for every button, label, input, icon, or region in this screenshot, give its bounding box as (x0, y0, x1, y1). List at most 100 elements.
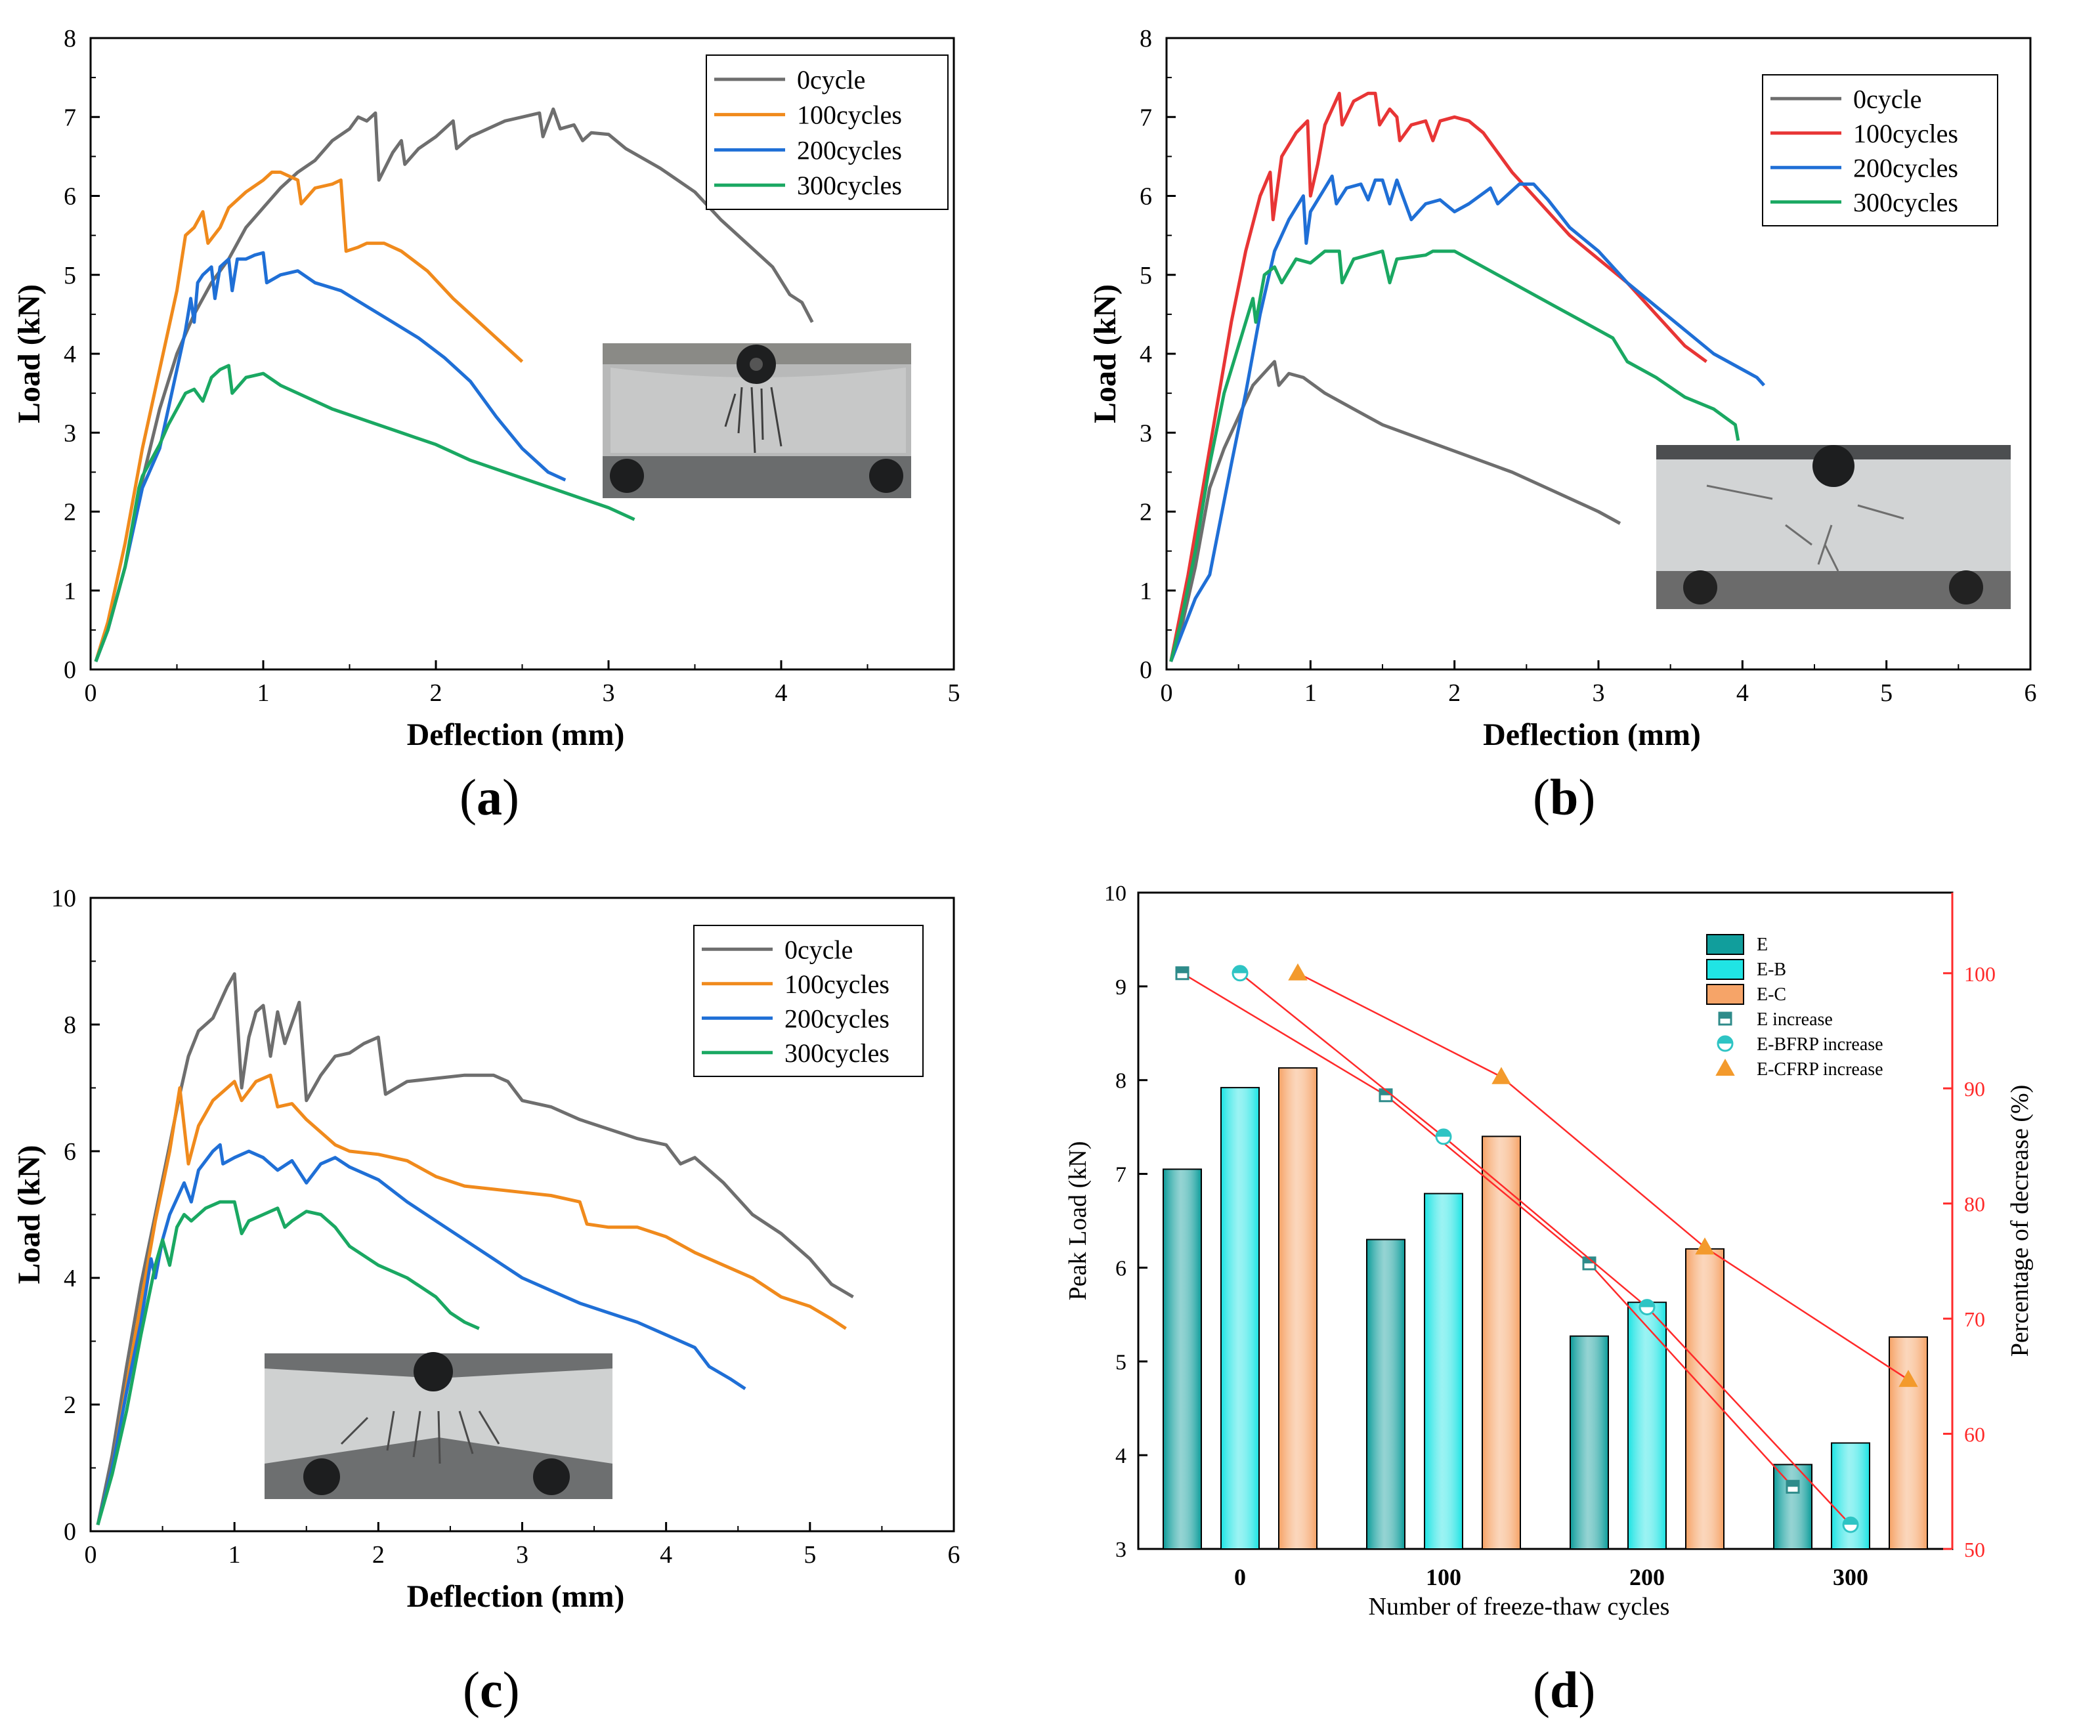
y-tick-label: 6 (1115, 1256, 1126, 1281)
legend-label: 300cycles (784, 1038, 889, 1068)
marker-E increase-fill (1787, 1481, 1799, 1487)
caption-d: (d) (1533, 1661, 1596, 1718)
y-axis-label: Load (kN) (12, 284, 47, 423)
x-tick-label: 1 (228, 1541, 241, 1569)
legend-swatch (1706, 984, 1744, 1005)
x-tick-label: 2 (1448, 679, 1461, 707)
y-tick-label: 5 (64, 262, 76, 289)
marker-E-CFRP increase (1695, 1237, 1715, 1255)
marker-E-CFRP increase (1288, 963, 1308, 981)
y-tick-label: 8 (64, 25, 76, 53)
caption-b: (b) (1533, 769, 1596, 826)
y-tick-label: 6 (1140, 183, 1152, 211)
y2-tick-label: 80 (1964, 1193, 1985, 1216)
legend-label: 0cycle (784, 935, 853, 964)
caption-c: (c) (463, 1661, 520, 1718)
y2-tick-label: 90 (1964, 1077, 1985, 1101)
x-tick-label: 100 (1426, 1564, 1461, 1590)
y-tick-label: 10 (51, 885, 76, 912)
y-tick-label: 0 (64, 1518, 76, 1546)
legend-label: 100cycles (1853, 119, 1958, 148)
x-tick-label: 5 (1880, 679, 1893, 707)
series-line-100cycles (94, 170, 524, 662)
legend-label: 300cycles (1853, 188, 1958, 217)
legend-label: 0cycle (797, 65, 865, 95)
y-tick-label: 7 (1115, 1163, 1126, 1187)
y-tick-label: 4 (1115, 1444, 1126, 1468)
y-tick-label: 7 (1140, 104, 1152, 131)
bar-shading (1367, 1240, 1404, 1548)
y-tick-label: 3 (1140, 419, 1152, 447)
legend-label: E increase (1757, 1009, 1833, 1030)
series-line-200cycles (96, 1143, 746, 1525)
x-tick-label: 300 (1833, 1564, 1868, 1590)
x-axis-label: Deflection (mm) (1483, 717, 1701, 752)
marker-E-BFRP increase-fill (1843, 1517, 1858, 1525)
y-tick-label: 7 (64, 104, 76, 131)
line-E-BFRP increase (1239, 972, 1851, 1526)
panel-a-plot-area: 0 1 2 3 4 5 0 1 2 3 4 5 6 7 8 Deflection (mm) Load (kN) (12, 25, 960, 752)
y-tick-label: 4 (1140, 341, 1152, 368)
series-line-300cycles (96, 1200, 480, 1525)
line-E increase (1182, 972, 1793, 1488)
series-line-200cycles (94, 251, 567, 662)
x-tick-label: 0 (85, 679, 97, 707)
panel-c-chart: 0 1 2 3 4 5 6 0 2 4 6 8 10 Deflection (mm) Load (kN) 0… (12, 885, 960, 1614)
legend-label: 200cycles (784, 1004, 889, 1033)
x-tick-label: 200 (1629, 1564, 1665, 1590)
legend-swatch-fill (1719, 1013, 1731, 1019)
y2-tick-label: 70 (1964, 1307, 1985, 1331)
legend-label: 300cycles (797, 171, 902, 200)
bar-shading (1686, 1249, 1723, 1548)
panel-b-legend: 0cycle 100cycles 200cycles 300cycles (1762, 74, 1998, 226)
y2-axis-label: Percentage of decrease (%) (2006, 1085, 2034, 1357)
marker-E-CFRP increase (1491, 1067, 1511, 1084)
panel-a-legend: 0cycle 100cycles 200cycles 300cycles (706, 54, 949, 210)
x-tick-label: 3 (1593, 679, 1605, 707)
legend-label: 100cycles (784, 969, 889, 999)
x-tick-label: 5 (948, 679, 960, 707)
legend-label: E-C (1757, 984, 1786, 1005)
x-tick-label: 3 (603, 679, 615, 707)
bar-shading (1279, 1069, 1316, 1548)
x-tick-label: 2 (430, 679, 442, 707)
legend-label: E-CFRP increase (1757, 1059, 1883, 1080)
legend-swatch-fill (1718, 1036, 1732, 1044)
line-E-CFRP increase (1297, 972, 1909, 1381)
panel-c-plot-area: 0 1 2 3 4 5 6 0 2 4 6 8 10 Deflection (mm) Load (kN) (12, 885, 960, 1614)
panel-d-chart: 3 4 5 6 7 8 9 10 50 60 70 80 90 100 0 100 200 300 Number o… (1064, 881, 2034, 1620)
x-tick-label: 2 (372, 1541, 385, 1569)
y-tick-label: 5 (1140, 262, 1152, 289)
legend-label: 200cycles (797, 135, 902, 165)
x-tick-label: 4 (660, 1541, 672, 1569)
series-line-0cycle (96, 972, 854, 1525)
bar-shading (1425, 1194, 1462, 1548)
y-tick-label: 4 (64, 1265, 76, 1292)
y2-tick-label: 50 (1964, 1538, 1985, 1561)
marker-E increase-fill (1583, 1257, 1595, 1263)
y-tick-label: 2 (1140, 499, 1152, 526)
y2-tick-label: 100 (1964, 962, 1996, 986)
y-axis-label: Load (kN) (12, 1145, 47, 1284)
y-tick-label: 8 (1140, 25, 1152, 53)
legend-label: E (1757, 935, 1768, 955)
legend-label: 0cycle (1853, 84, 1921, 114)
y-tick-label: 3 (64, 419, 76, 447)
x-tick-label: 5 (804, 1541, 816, 1569)
legend-swatch (1706, 959, 1744, 980)
y-tick-label: 6 (64, 183, 76, 211)
panel-b-plot-area: 0 1 2 3 4 5 6 0 1 2 3 4 5 6 7 8 Deflection (mm) Load (kN) (1088, 25, 2037, 752)
y-tick-label: 2 (64, 499, 76, 526)
y-tick-label: 10 (1104, 881, 1126, 906)
legend-label: 100cycles (797, 100, 902, 130)
series-line-300cycles (1169, 249, 1740, 662)
series-line-0cycle (94, 107, 814, 662)
x-tick-label: 4 (1736, 679, 1749, 707)
x-tick-label: 3 (516, 1541, 528, 1569)
x-tick-label: 4 (775, 679, 788, 707)
y-tick-label: 0 (1140, 656, 1152, 684)
marker-E-CFRP increase (1898, 1370, 1918, 1387)
y-tick-label: 4 (64, 341, 76, 368)
